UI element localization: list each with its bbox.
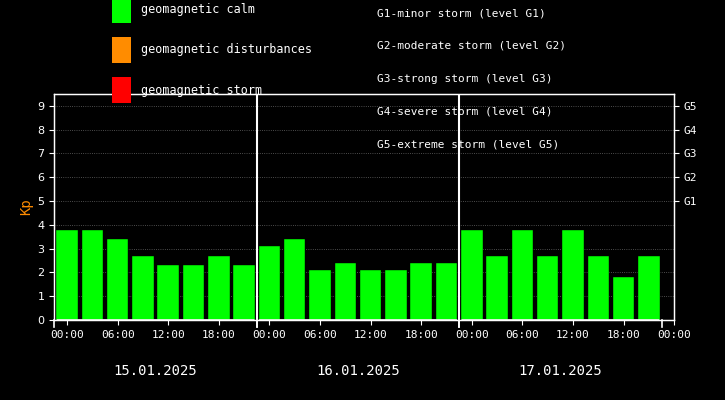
Text: G3-strong storm (level G3): G3-strong storm (level G3) [377,74,552,84]
Text: G1-minor storm (level G1): G1-minor storm (level G1) [377,8,546,18]
Bar [360,270,381,320]
Bar [334,263,356,320]
Text: 16.01.2025: 16.01.2025 [316,364,400,378]
Bar [82,230,103,320]
Bar [183,265,204,320]
Bar [284,239,305,320]
Text: 15.01.2025: 15.01.2025 [114,364,197,378]
Bar [486,256,508,320]
Bar [587,256,609,320]
Bar [310,270,331,320]
Bar [208,256,230,320]
Y-axis label: Kp: Kp [20,199,33,215]
Bar [613,277,634,320]
Text: geomagnetic storm: geomagnetic storm [141,84,262,96]
Bar [259,246,280,320]
Bar [410,263,432,320]
Bar [157,265,179,320]
Bar [107,239,128,320]
Bar [461,230,483,320]
Text: G4-severe storm (level G4): G4-severe storm (level G4) [377,106,552,116]
Text: geomagnetic calm: geomagnetic calm [141,4,255,16]
Bar [436,263,457,320]
Bar [132,256,154,320]
Text: geomagnetic disturbances: geomagnetic disturbances [141,44,312,56]
Text: G5-extreme storm (level G5): G5-extreme storm (level G5) [377,139,559,149]
Text: G2-moderate storm (level G2): G2-moderate storm (level G2) [377,41,566,51]
Bar [638,256,660,320]
Bar [385,270,407,320]
Bar [233,265,255,320]
Bar [57,230,78,320]
Bar [537,256,558,320]
Bar [512,230,533,320]
Bar [563,230,584,320]
Text: 17.01.2025: 17.01.2025 [518,364,602,378]
